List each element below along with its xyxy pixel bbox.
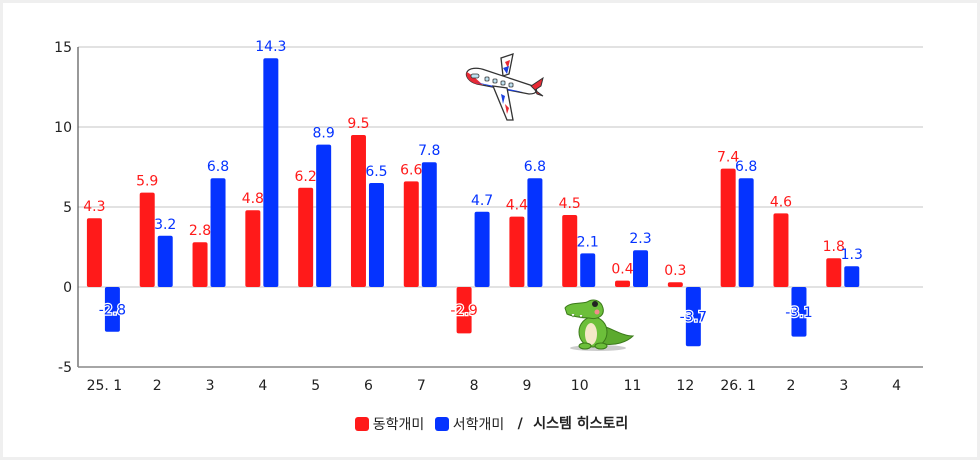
data-label: 4.4 — [506, 198, 528, 214]
x-tick-label: 4 — [892, 378, 901, 394]
bar[interactable] — [421, 162, 437, 287]
x-tick-label: 5 — [311, 378, 320, 394]
data-label: 6.8 — [524, 159, 546, 175]
legend-swatch-blue — [434, 417, 449, 431]
data-label: -3.1 — [785, 305, 812, 321]
crocodile-icon — [564, 299, 635, 351]
data-label: 2.3 — [629, 231, 651, 247]
bar[interactable] — [474, 211, 490, 287]
bar[interactable] — [685, 287, 701, 347]
legend: 동학개미 서학개미 / 시스템 히스토리 — [0, 413, 980, 434]
data-label: 7.4 — [717, 150, 739, 166]
data-label: 2.8 — [189, 223, 211, 239]
bars: 4.3 -2.8 5.9 3.2 2.8 6.8 4.8 14.3 6.2 8.9 9.5 6.5 6.… — [83, 39, 863, 347]
data-label: 6.2 — [295, 169, 317, 185]
legend-label: 서학개미 — [452, 417, 505, 433]
bar[interactable] — [844, 266, 860, 287]
data-label: 4.3 — [83, 199, 105, 215]
data-label: 1.3 — [841, 247, 863, 263]
data-label: 6.8 — [207, 159, 229, 175]
bar[interactable] — [104, 287, 120, 332]
bar[interactable] — [263, 58, 279, 288]
data-label: 8.9 — [313, 126, 335, 142]
x-tick-label: 7 — [417, 378, 426, 394]
bar[interactable] — [826, 258, 842, 287]
legend-separator: / — [517, 416, 523, 432]
bar[interactable] — [580, 253, 596, 287]
y-axis: 15 10 5 0 -5 — [54, 40, 79, 376]
bar[interactable] — [562, 215, 578, 287]
bar[interactable] — [791, 287, 807, 337]
y-tick-label: 0 — [63, 280, 72, 296]
bar[interactable] — [316, 144, 332, 287]
x-tick-label: 3 — [839, 378, 848, 394]
x-tick-label: 6 — [364, 378, 373, 394]
bar[interactable] — [368, 183, 384, 287]
bar[interactable] — [738, 178, 754, 287]
legend-label: 동학개미 — [372, 417, 425, 433]
x-tick-label: 26. 1 — [720, 378, 756, 394]
data-label: 4.8 — [242, 191, 264, 207]
data-label: -2.9 — [450, 303, 477, 319]
data-label: 6.6 — [400, 162, 422, 178]
bar[interactable] — [403, 181, 419, 287]
data-label: 6.5 — [365, 164, 387, 180]
bar[interactable] — [157, 235, 173, 287]
legend-item-donghak[interactable]: 동학개미 — [354, 414, 425, 434]
x-tick-label: 4 — [258, 378, 267, 394]
y-tick-label: -5 — [58, 360, 72, 376]
bar[interactable] — [615, 280, 631, 287]
x-axis: 25. 1 2 3 4 5 6 7 8 9 10 11 12 26. 1 2 3 4 — [78, 366, 923, 394]
legend-swatch-red — [354, 417, 369, 431]
y-tick-label: 10 — [54, 120, 72, 136]
legend-title: 시스템 히스토리 — [533, 416, 629, 432]
bar[interactable] — [773, 213, 789, 287]
data-label: 3.2 — [154, 217, 176, 233]
bar[interactable] — [720, 168, 736, 287]
data-label: 14.3 — [255, 39, 286, 55]
x-tick-label: 8 — [470, 378, 479, 394]
x-tick-label: 12 — [676, 378, 694, 394]
data-label: -3.7 — [680, 310, 707, 326]
bar[interactable] — [86, 218, 102, 287]
data-label: 1.8 — [823, 239, 845, 255]
legend-item-seohak[interactable]: 서학개미 — [434, 414, 505, 434]
data-label: 0.4 — [611, 262, 633, 278]
bar[interactable] — [633, 250, 649, 287]
data-label: 4.7 — [471, 193, 493, 209]
x-tick-label: 25. 1 — [87, 378, 123, 394]
data-label: 9.5 — [347, 116, 369, 132]
data-label: 0.3 — [664, 263, 686, 279]
bar[interactable] — [527, 178, 543, 287]
bar[interactable] — [139, 192, 155, 287]
x-tick-label: 10 — [571, 378, 589, 394]
x-tick-label: 3 — [206, 378, 215, 394]
bar[interactable] — [509, 216, 525, 287]
data-label: 4.6 — [770, 194, 792, 210]
data-label: -2.8 — [99, 302, 126, 318]
data-label: 7.8 — [418, 143, 440, 159]
airplane-icon — [465, 53, 544, 121]
bar[interactable] — [245, 210, 261, 287]
bar[interactable] — [210, 178, 226, 287]
data-label: 4.5 — [559, 196, 581, 212]
y-tick-label: 5 — [63, 200, 72, 216]
bar[interactable] — [667, 282, 683, 287]
data-label: 2.1 — [577, 234, 599, 250]
x-tick-label: 9 — [522, 378, 531, 394]
bar[interactable] — [350, 135, 366, 287]
x-tick-label: 2 — [153, 378, 162, 394]
x-tick-label: 11 — [624, 378, 642, 394]
data-label: 5.9 — [136, 174, 158, 190]
y-tick-label: 15 — [54, 40, 72, 56]
bar[interactable] — [456, 287, 472, 334]
bar[interactable] — [298, 187, 314, 287]
bar[interactable] — [192, 242, 208, 287]
x-tick-label: 2 — [787, 378, 796, 394]
data-label: 6.8 — [735, 159, 757, 175]
